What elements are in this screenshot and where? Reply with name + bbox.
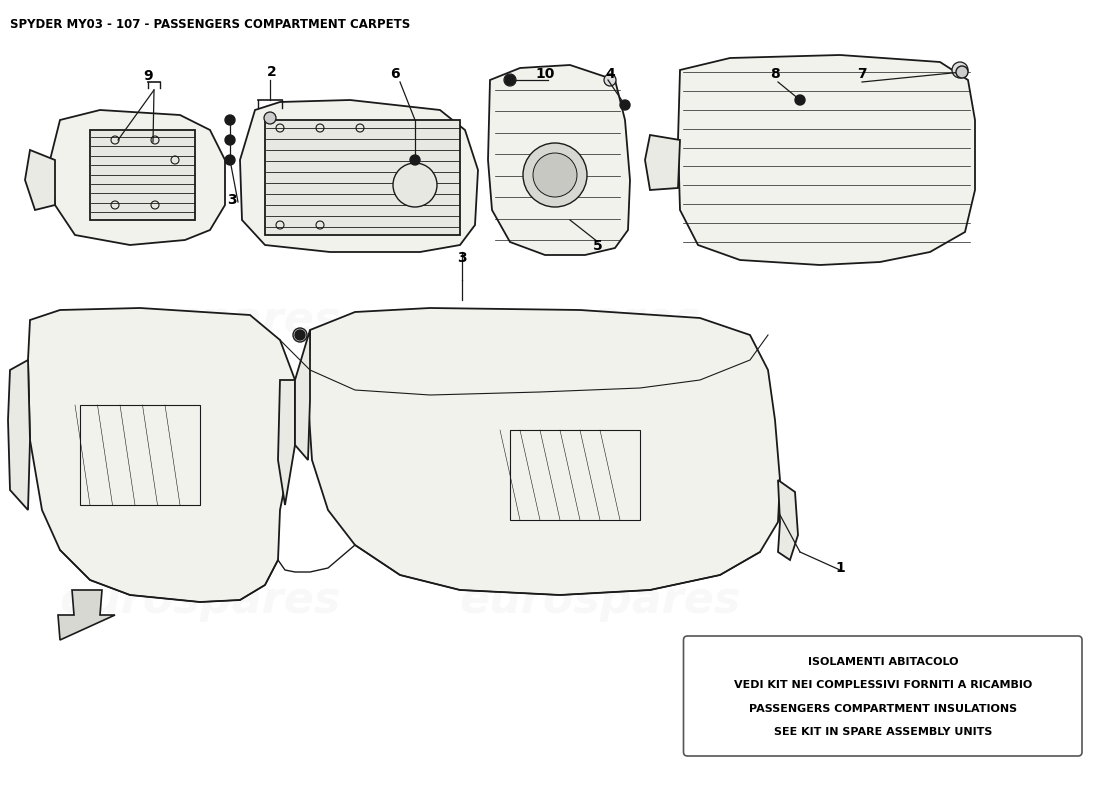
Text: 10: 10 (536, 67, 554, 81)
Text: eurospares: eurospares (460, 578, 740, 622)
Text: 3: 3 (228, 193, 236, 207)
Circle shape (952, 62, 968, 78)
Text: 5: 5 (593, 239, 603, 253)
Bar (80, 405, 200, 505)
Text: 8: 8 (770, 67, 780, 81)
Polygon shape (58, 590, 116, 640)
Text: 6: 6 (390, 67, 399, 81)
Polygon shape (488, 65, 630, 255)
Circle shape (295, 330, 305, 340)
Text: eurospares: eurospares (59, 298, 341, 342)
Polygon shape (308, 308, 780, 595)
Circle shape (956, 66, 968, 78)
Text: 2: 2 (267, 65, 277, 79)
Text: 9: 9 (143, 69, 153, 83)
Text: PASSENGERS COMPARTMENT INSULATIONS: PASSENGERS COMPARTMENT INSULATIONS (749, 705, 1016, 714)
Text: 3: 3 (458, 251, 466, 265)
Polygon shape (678, 55, 975, 265)
Circle shape (264, 112, 276, 124)
Polygon shape (90, 130, 195, 220)
Text: ISOLAMENTI ABITACOLO: ISOLAMENTI ABITACOLO (807, 658, 958, 667)
Circle shape (293, 328, 307, 342)
Polygon shape (25, 150, 55, 210)
Circle shape (226, 135, 235, 145)
FancyBboxPatch shape (683, 636, 1082, 756)
Polygon shape (645, 135, 680, 190)
Polygon shape (265, 120, 460, 235)
Text: eurospares: eurospares (419, 298, 701, 342)
Polygon shape (240, 100, 478, 252)
Polygon shape (8, 360, 30, 510)
Text: VEDI KIT NEI COMPLESSIVI FORNITI A RICAMBIO: VEDI KIT NEI COMPLESSIVI FORNITI A RICAM… (734, 680, 1032, 690)
Text: SEE KIT IN SPARE ASSEMBLY UNITS: SEE KIT IN SPARE ASSEMBLY UNITS (773, 727, 992, 737)
Polygon shape (778, 480, 798, 560)
Polygon shape (278, 380, 295, 505)
Circle shape (795, 95, 805, 105)
Polygon shape (50, 110, 225, 245)
Bar (510, 430, 640, 520)
Circle shape (522, 143, 587, 207)
Text: 4: 4 (605, 67, 615, 81)
Circle shape (226, 155, 235, 165)
Circle shape (504, 74, 516, 86)
Circle shape (505, 75, 515, 85)
Polygon shape (295, 330, 310, 460)
Circle shape (410, 155, 420, 165)
Circle shape (393, 163, 437, 207)
Text: eurospares: eurospares (59, 578, 341, 622)
Circle shape (226, 115, 235, 125)
Circle shape (534, 153, 578, 197)
Text: 7: 7 (857, 67, 867, 81)
Text: 1: 1 (835, 561, 845, 575)
Circle shape (604, 74, 616, 86)
Polygon shape (28, 308, 295, 602)
Circle shape (620, 100, 630, 110)
Text: SPYDER MY03 - 107 - PASSENGERS COMPARTMENT CARPETS: SPYDER MY03 - 107 - PASSENGERS COMPARTME… (10, 18, 410, 31)
